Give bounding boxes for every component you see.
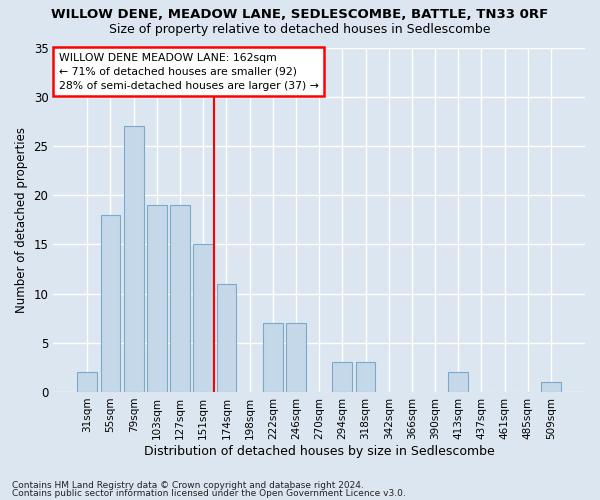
Bar	[101, 215, 121, 392]
Bar	[541, 382, 561, 392]
Bar	[170, 205, 190, 392]
Y-axis label: Number of detached properties: Number of detached properties	[15, 126, 28, 312]
X-axis label: Distribution of detached houses by size in Sedlescombe: Distribution of detached houses by size …	[144, 444, 494, 458]
Bar	[217, 284, 236, 392]
Text: Contains public sector information licensed under the Open Government Licence v3: Contains public sector information licen…	[12, 489, 406, 498]
Bar	[263, 323, 283, 392]
Bar	[356, 362, 376, 392]
Text: Size of property relative to detached houses in Sedlescombe: Size of property relative to detached ho…	[109, 22, 491, 36]
Bar	[124, 126, 143, 392]
Bar	[193, 244, 213, 392]
Bar	[286, 323, 306, 392]
Bar	[147, 205, 167, 392]
Text: Contains HM Land Registry data © Crown copyright and database right 2024.: Contains HM Land Registry data © Crown c…	[12, 480, 364, 490]
Bar	[332, 362, 352, 392]
Bar	[448, 372, 468, 392]
Bar	[77, 372, 97, 392]
Text: WILLOW DENE, MEADOW LANE, SEDLESCOMBE, BATTLE, TN33 0RF: WILLOW DENE, MEADOW LANE, SEDLESCOMBE, B…	[52, 8, 548, 20]
Text: WILLOW DENE MEADOW LANE: 162sqm
← 71% of detached houses are smaller (92)
28% of: WILLOW DENE MEADOW LANE: 162sqm ← 71% of…	[59, 52, 319, 90]
